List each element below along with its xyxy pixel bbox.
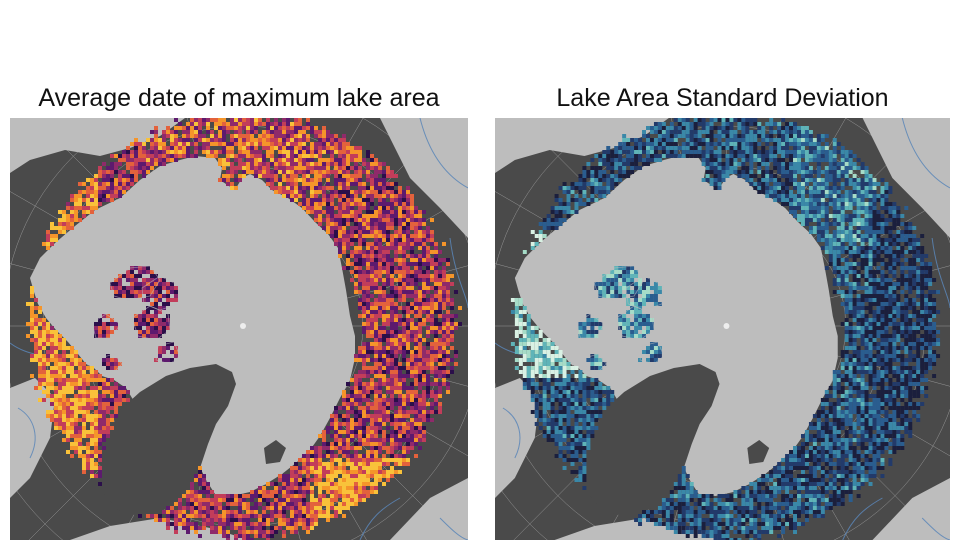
northern-sea: [10, 118, 185, 173]
north-pole-marker: [240, 323, 246, 329]
lake-data-pixels: [26, 118, 462, 540]
lake-data-pixels: [510, 118, 941, 540]
arctic-island-outline: [576, 313, 605, 339]
greenland: [100, 364, 236, 516]
arctic-ocean: [30, 156, 355, 496]
greenland: [584, 364, 720, 516]
left-polar-map: [10, 118, 468, 540]
southeast-sea: [390, 478, 468, 540]
right-map-title: Lake Area Standard Deviation: [556, 84, 889, 112]
left-map-title: Average date of maximum lake area: [38, 84, 440, 112]
arctic-island-outline: [109, 265, 161, 301]
southeast-sea: [872, 478, 950, 540]
right-polar-map: [495, 118, 950, 540]
arctic-island-outline: [99, 353, 123, 373]
arctic-island-outline: [583, 353, 607, 373]
left-map-panel: [10, 118, 468, 540]
northeast-sea: [862, 118, 950, 238]
arctic-island-outline: [155, 341, 181, 365]
arctic-island-outline: [639, 341, 665, 365]
arctic-island-outline: [625, 275, 665, 311]
north-pole-marker: [723, 323, 730, 329]
arctic-island-outline: [141, 275, 181, 311]
west-sea: [10, 378, 55, 498]
right-map-panel: [495, 118, 950, 540]
northeast-sea: [380, 118, 468, 238]
svalbard: [747, 440, 770, 464]
west-sea: [495, 378, 540, 498]
arctic-ocean: [514, 156, 838, 496]
northern-sea: [495, 118, 669, 173]
atlantic-sea: [70, 518, 250, 540]
arctic-island-outline: [593, 265, 645, 301]
svalbard: [264, 440, 286, 464]
arctic-island-outline: [91, 313, 121, 339]
